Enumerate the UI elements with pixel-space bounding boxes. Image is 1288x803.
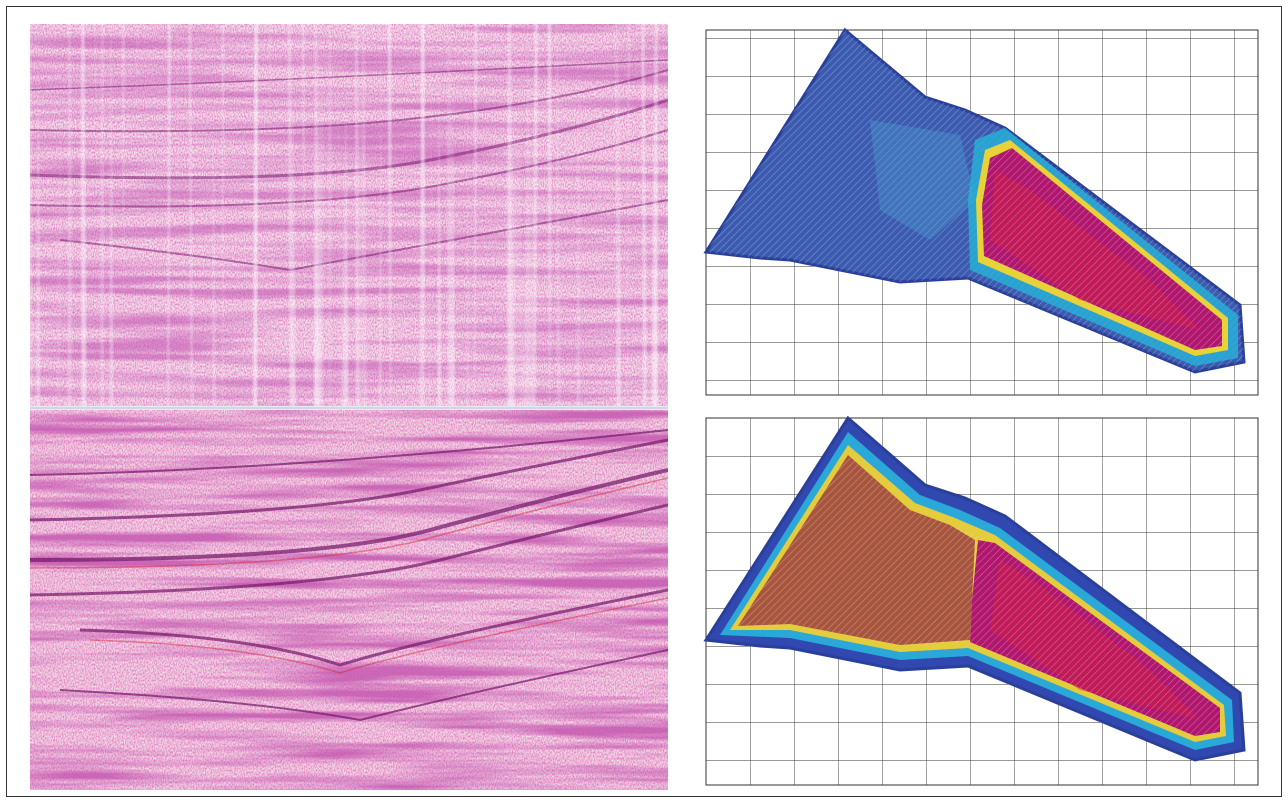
seismic-section-processed <box>30 410 668 790</box>
fold-map-bottom <box>706 418 1258 785</box>
figure-canvas <box>0 0 1288 803</box>
figure <box>0 0 1288 803</box>
seismic-section-raw <box>30 24 668 406</box>
fold-map-top <box>706 30 1258 395</box>
